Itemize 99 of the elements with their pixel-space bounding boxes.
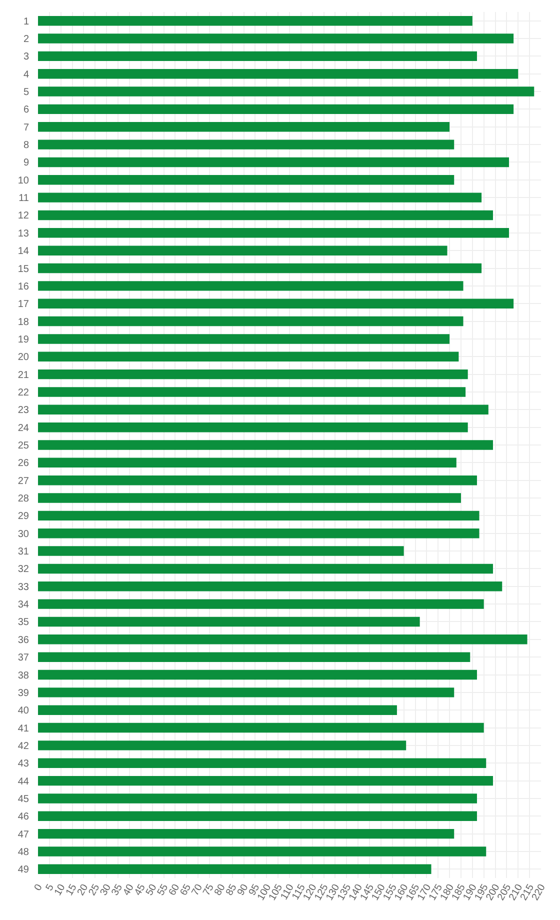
bar bbox=[38, 794, 477, 804]
bar bbox=[38, 846, 486, 856]
y-tick-label: 39 bbox=[18, 688, 30, 699]
bar bbox=[38, 210, 493, 220]
bar bbox=[38, 582, 502, 592]
bar bbox=[38, 616, 420, 627]
bar bbox=[38, 705, 397, 715]
y-tick-label: 19 bbox=[18, 334, 30, 346]
y-tick-label: 45 bbox=[18, 794, 30, 805]
y-tick-label: 17 bbox=[18, 299, 30, 310]
bar bbox=[38, 246, 448, 256]
bar bbox=[38, 298, 514, 308]
y-tick-label: 33 bbox=[18, 582, 30, 593]
bar bbox=[38, 564, 493, 574]
y-tick-label: 7 bbox=[23, 122, 30, 134]
bar bbox=[38, 599, 484, 609]
y-tick-label: 44 bbox=[18, 776, 30, 788]
bar bbox=[38, 16, 472, 26]
bar bbox=[38, 34, 514, 44]
bar bbox=[38, 404, 488, 415]
y-tick-label: 30 bbox=[18, 528, 30, 540]
bar bbox=[38, 740, 406, 750]
bar bbox=[38, 634, 528, 644]
y-tick-label: 11 bbox=[18, 193, 30, 204]
bar bbox=[38, 670, 477, 680]
y-tick-label: 38 bbox=[18, 670, 30, 682]
bar bbox=[38, 458, 456, 468]
bar bbox=[38, 316, 464, 326]
y-tick-label: 14 bbox=[18, 246, 30, 258]
bar bbox=[38, 688, 454, 698]
y-tick-label: 16 bbox=[18, 281, 30, 292]
bar bbox=[38, 475, 477, 486]
y-tick-label: 21 bbox=[18, 370, 30, 381]
y-tick-label: 1 bbox=[23, 16, 30, 28]
y-tick-label: 41 bbox=[18, 723, 30, 734]
y-tick-label: 2 bbox=[23, 34, 30, 46]
bar bbox=[38, 104, 514, 114]
bar bbox=[38, 864, 432, 874]
y-tick-label: 23 bbox=[18, 405, 30, 416]
y-tick-label: 47 bbox=[18, 829, 30, 840]
y-tick-label: 34 bbox=[18, 600, 30, 611]
bar bbox=[38, 263, 482, 274]
y-tick-label: 49 bbox=[18, 864, 30, 876]
y-tick-label: 43 bbox=[18, 758, 30, 770]
y-tick-label: 20 bbox=[18, 352, 30, 364]
bar bbox=[38, 334, 450, 344]
y-tick-label: 40 bbox=[18, 706, 30, 717]
bar bbox=[38, 140, 454, 150]
y-tick-label: 29 bbox=[18, 511, 30, 522]
y-tick-label: 4 bbox=[23, 69, 30, 80]
x-tick-label: 0 bbox=[32, 882, 46, 893]
y-tick-label: 42 bbox=[18, 740, 30, 752]
bar bbox=[38, 422, 468, 432]
bar bbox=[38, 440, 493, 450]
bar bbox=[38, 69, 518, 79]
bar bbox=[38, 510, 480, 521]
y-tick-label: 36 bbox=[18, 634, 30, 646]
bar bbox=[38, 387, 466, 397]
y-tick-label: 28 bbox=[18, 494, 30, 505]
y-tick-label: 8 bbox=[23, 140, 30, 152]
bar bbox=[38, 352, 459, 362]
bar bbox=[38, 828, 454, 839]
bar bbox=[38, 546, 404, 556]
bar bbox=[38, 51, 477, 62]
bar bbox=[38, 175, 454, 185]
y-tick-label: 26 bbox=[18, 458, 30, 470]
bar bbox=[38, 758, 486, 768]
y-tick-label: 24 bbox=[18, 422, 30, 434]
y-tick-label: 15 bbox=[18, 264, 30, 275]
y-tick-label: 9 bbox=[23, 158, 30, 169]
y-tick-label: 10 bbox=[18, 175, 30, 186]
bar bbox=[38, 281, 464, 291]
bar bbox=[38, 528, 480, 538]
y-tick-label: 31 bbox=[18, 546, 30, 558]
bar bbox=[38, 122, 450, 132]
bar bbox=[38, 776, 493, 786]
y-tick-label: 46 bbox=[18, 812, 30, 823]
y-tick-label: 12 bbox=[18, 210, 30, 222]
y-tick-label: 27 bbox=[18, 476, 30, 487]
bar bbox=[38, 86, 534, 96]
y-tick-label: 48 bbox=[18, 846, 30, 858]
y-tick-label: 25 bbox=[18, 440, 30, 452]
y-tick-label: 22 bbox=[18, 387, 30, 398]
bar bbox=[38, 192, 482, 202]
bar bbox=[38, 722, 484, 733]
bar bbox=[38, 369, 468, 380]
bar bbox=[38, 652, 470, 662]
y-tick-label: 3 bbox=[23, 52, 30, 63]
y-tick-label: 5 bbox=[23, 87, 30, 98]
y-tick-label: 37 bbox=[18, 652, 30, 664]
bar bbox=[38, 493, 461, 503]
y-tick-label: 13 bbox=[18, 228, 30, 240]
bar bbox=[38, 228, 509, 238]
bar bbox=[38, 811, 477, 821]
y-tick-label: 6 bbox=[23, 104, 30, 116]
y-tick-label: 18 bbox=[18, 316, 30, 328]
y-tick-label: 32 bbox=[18, 564, 30, 576]
bar bbox=[38, 157, 509, 168]
y-tick-label: 35 bbox=[18, 617, 30, 628]
